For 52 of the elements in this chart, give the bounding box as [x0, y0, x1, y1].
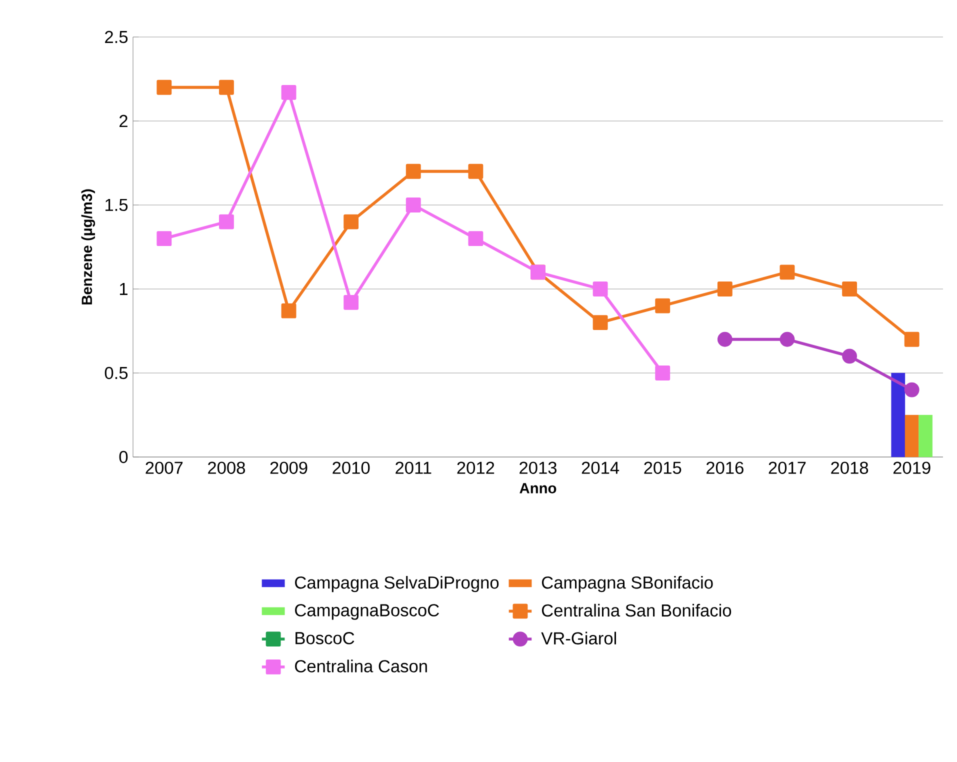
point	[592, 282, 608, 296]
point	[592, 315, 608, 330]
point	[904, 382, 920, 398]
y-tick-label: 0.5	[104, 366, 128, 380]
point	[842, 348, 858, 364]
x-tick-label: 2010	[332, 462, 370, 474]
x-tick-label: 2016	[706, 462, 744, 474]
point	[842, 282, 858, 296]
y-axis-title: Benzene (µg/m3)	[81, 189, 96, 304]
point	[717, 282, 732, 296]
point	[218, 80, 234, 95]
point	[156, 80, 172, 95]
x-tick-label: 2007	[146, 462, 183, 474]
point	[655, 366, 670, 380]
legend-label: Centralina Cason	[295, 660, 427, 672]
legend-label: VR-Giarol	[541, 632, 616, 644]
x-tick-label: 2008	[208, 462, 245, 474]
point	[904, 332, 920, 347]
x-axis-title: Anno	[520, 483, 556, 494]
point	[468, 231, 484, 246]
point	[156, 231, 172, 246]
point	[655, 298, 670, 314]
legend-label: CampagnaBoscoC	[295, 604, 439, 620]
x-tick-label: 2009	[270, 462, 308, 474]
x-tick-label: 2011	[396, 462, 432, 474]
point	[281, 303, 296, 318]
x-tick-label: 2012	[457, 462, 494, 474]
point	[406, 164, 421, 179]
x-tick-label: 2017	[768, 462, 806, 474]
x-tick-label: 2018	[831, 462, 868, 474]
point	[218, 214, 234, 230]
point	[780, 332, 795, 347]
x-tick-label: 2014	[582, 462, 620, 474]
point	[344, 214, 359, 230]
point	[344, 294, 359, 310]
y-tick-label: 2.5	[105, 30, 128, 44]
y-tick-label: 0	[119, 450, 128, 464]
legend-label: Centralina San Bonifacio	[542, 604, 732, 617]
y-tick-label: 1.5	[106, 198, 128, 212]
x-tick-label: 2015	[644, 462, 682, 474]
point	[780, 264, 795, 280]
x-tick-label: 2013	[520, 462, 557, 474]
legend-label: Campagna SelvaDiProgno	[295, 576, 499, 592]
point	[468, 164, 484, 179]
point	[717, 332, 732, 347]
x-tick-label: 2019	[893, 462, 930, 474]
y-tick-label: 2	[120, 114, 128, 128]
legend-label: BoscoC	[296, 632, 354, 644]
y-tick-label: 1	[120, 283, 128, 295]
legend-label: Campagna SBonifacio	[542, 576, 713, 592]
point	[281, 84, 296, 100]
point	[406, 198, 421, 212]
